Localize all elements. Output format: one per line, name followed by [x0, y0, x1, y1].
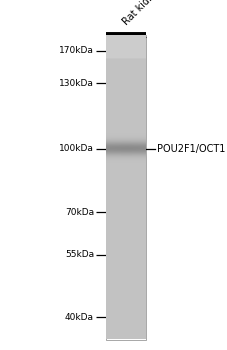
Text: POU2F1/OCT1: POU2F1/OCT1	[157, 144, 225, 154]
Text: 100kDa: 100kDa	[59, 144, 94, 153]
Text: 55kDa: 55kDa	[64, 250, 94, 259]
Bar	[106, 35, 145, 340]
Text: 130kDa: 130kDa	[59, 79, 94, 88]
Text: 40kDa: 40kDa	[65, 313, 94, 322]
Text: 170kDa: 170kDa	[59, 46, 94, 55]
Text: 70kDa: 70kDa	[64, 208, 94, 217]
Text: Rat kidney: Rat kidney	[121, 0, 164, 27]
